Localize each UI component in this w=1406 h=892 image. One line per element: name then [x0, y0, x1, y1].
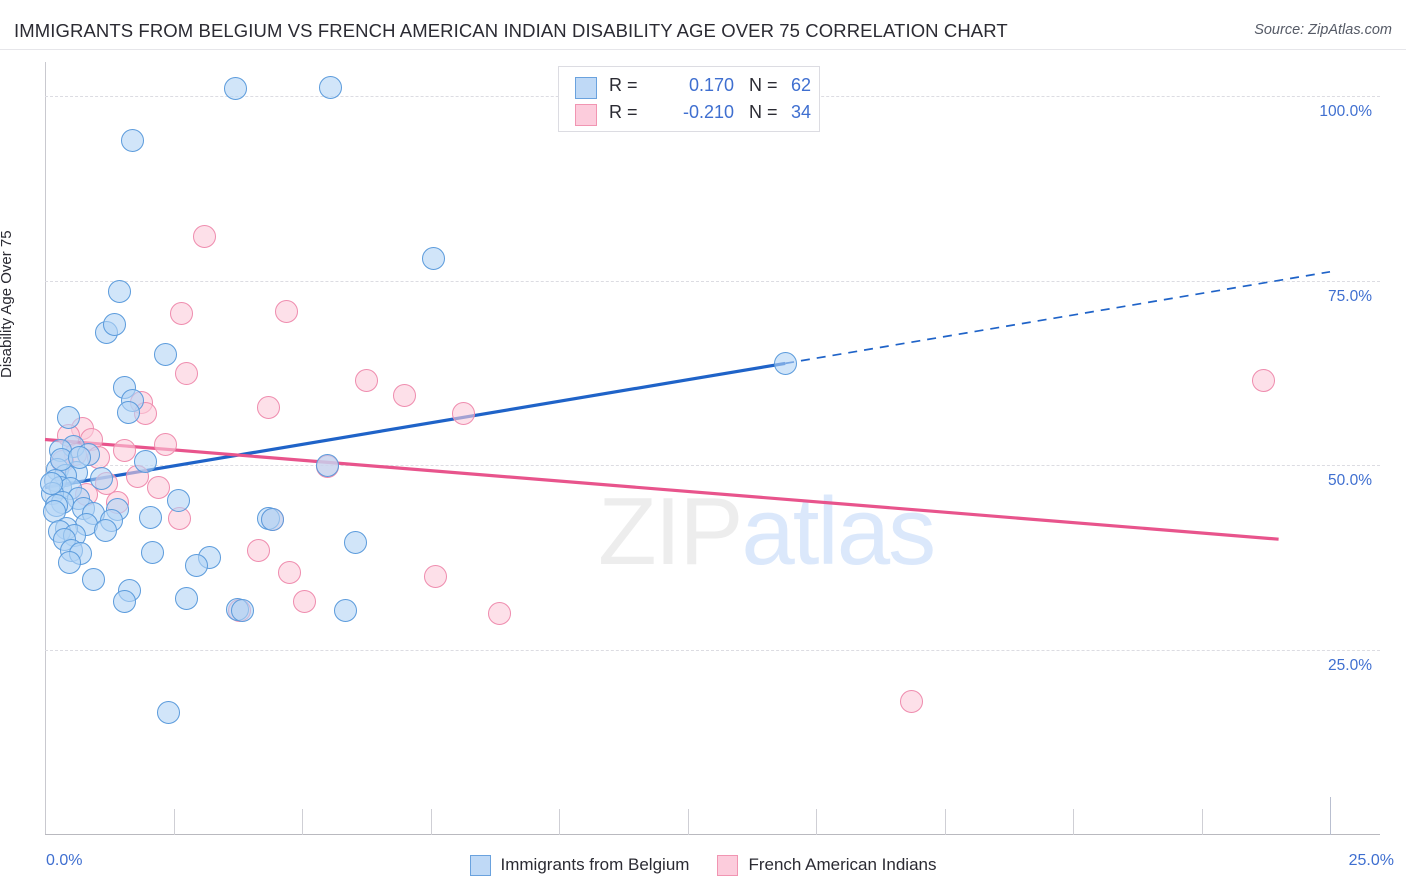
trendline-belgium-solid	[44, 361, 786, 490]
data-point-immigrants-from-belgium	[82, 568, 106, 592]
data-point-immigrants-from-belgium	[108, 280, 132, 304]
gridline-50	[45, 465, 1380, 467]
legend-swatch-pink	[575, 104, 597, 126]
x-tick-2	[302, 809, 303, 835]
x-axis-line	[45, 834, 1380, 835]
data-point-immigrants-from-belgium	[185, 553, 209, 577]
data-point-french-american-indians	[246, 538, 270, 562]
y-tick-label-100: 100.0%	[1319, 103, 1372, 120]
data-point-french-american-indians	[154, 433, 178, 457]
x-tick-7	[944, 809, 946, 835]
data-point-french-american-indians	[257, 396, 281, 420]
data-point-immigrants-from-belgium	[90, 467, 114, 491]
data-point-immigrants-from-belgium	[167, 489, 191, 513]
plot-area: ZIPatlas 25.0% 50.0% 75.0% 100.0%	[39, 62, 1380, 835]
x-tick-4	[559, 809, 560, 835]
n-value-blue: 62	[791, 75, 812, 95]
header-divider	[0, 49, 1406, 50]
x-tick-9	[1201, 809, 1203, 835]
y-axis-title: Disability Age Over 75	[0, 230, 20, 378]
data-point-immigrants-from-belgium	[316, 453, 340, 477]
y-tick-label-75: 75.0%	[1328, 287, 1372, 305]
x-tick-5	[687, 809, 689, 835]
series-legend: Immigrants from Belgium French American …	[0, 848, 1406, 882]
legend-item-french-american-indians[interactable]: French American Indians	[717, 854, 937, 876]
data-point-immigrants-from-belgium	[344, 531, 368, 555]
data-point-french-american-indians	[899, 690, 923, 714]
r-label-pink: R =	[609, 102, 638, 122]
data-point-french-american-indians	[293, 590, 317, 614]
y-axis-line	[45, 62, 46, 835]
x-tick-1	[173, 809, 175, 835]
data-point-immigrants-from-belgium	[58, 551, 82, 575]
legend-item-immigrants-from-belgium[interactable]: Immigrants from Belgium	[469, 854, 690, 876]
data-point-immigrants-from-belgium	[138, 505, 162, 529]
data-point-immigrants-from-belgium	[334, 598, 358, 622]
y-tick-label-50: 50.0%	[1328, 472, 1372, 490]
data-point-immigrants-from-belgium	[773, 351, 797, 375]
data-point-french-american-indians	[174, 361, 198, 385]
data-point-immigrants-from-belgium	[154, 343, 178, 367]
data-point-immigrants-from-belgium	[174, 586, 198, 610]
correlation-legend-row-pink: R = -0.210 N = 34	[559, 101, 819, 128]
data-point-immigrants-from-belgium	[94, 518, 118, 542]
data-point-immigrants-from-belgium	[116, 400, 140, 424]
x-axis-min-label: 0.0%	[46, 852, 83, 869]
data-point-immigrants-from-belgium	[68, 446, 92, 470]
x-tick-3	[430, 809, 432, 835]
y-tick-label-25: 25.0%	[1328, 657, 1372, 674]
data-point-immigrants-from-belgium	[318, 75, 342, 99]
data-point-immigrants-from-belgium	[421, 247, 445, 270]
n-label-blue: N =	[749, 75, 778, 95]
trendlines	[44, 270, 1331, 541]
r-value-blue: 0.170	[688, 75, 734, 95]
x-tick-10	[1330, 797, 1331, 835]
data-point-french-american-indians	[1251, 368, 1275, 392]
data-point-french-american-indians	[488, 601, 512, 625]
data-point-immigrants-from-belgium	[141, 540, 165, 564]
legend-swatch-belgium	[469, 854, 491, 876]
correlation-legend-row-blue: R = 0.170 N = 62	[559, 74, 819, 101]
legend-swatch-french-american-indians	[717, 854, 739, 876]
trendline-belgium-dashed	[785, 270, 1331, 365]
x-tick-6	[816, 809, 817, 835]
trendline-french-american-indians	[44, 437, 1279, 541]
data-point-immigrants-from-belgium	[223, 77, 247, 101]
data-point-french-american-indians	[277, 560, 301, 584]
data-point-immigrants-from-belgium	[120, 128, 144, 152]
x-axis-max-label: 25.0%	[1348, 852, 1394, 869]
data-point-french-american-indians	[192, 224, 216, 248]
data-point-french-american-indians	[452, 402, 476, 426]
legend-swatch-blue	[575, 77, 597, 99]
data-point-immigrants-from-belgium	[39, 472, 63, 496]
data-point-french-american-indians	[354, 368, 378, 392]
r-value-pink: -0.210	[682, 102, 734, 122]
r-label-blue: R =	[609, 75, 638, 95]
page-title: IMMIGRANTS FROM BELGIUM VS FRENCH AMERIC…	[14, 20, 1008, 41]
source-attribution: Source: ZipAtlas.com	[1254, 22, 1392, 38]
gridline-75	[45, 280, 1380, 282]
data-point-immigrants-from-belgium	[56, 405, 80, 429]
data-point-immigrants-from-belgium	[260, 508, 284, 532]
n-label-pink: N =	[749, 102, 778, 122]
y-axis-title-text: Disability Age Over 75	[0, 230, 15, 378]
gridline-25	[45, 650, 1380, 651]
data-point-immigrants-from-belgium	[156, 701, 180, 725]
legend-label-french-american-indians: French American Indians	[748, 855, 937, 874]
n-value-pink: 34	[791, 102, 812, 122]
data-point-french-american-indians	[113, 439, 137, 463]
data-point-french-american-indians	[146, 475, 170, 499]
data-point-french-american-indians	[275, 300, 299, 324]
x-tick-8	[1073, 809, 1074, 835]
data-point-french-american-indians	[169, 302, 193, 326]
data-point-immigrants-from-belgium	[113, 590, 137, 614]
data-point-french-american-indians	[393, 383, 417, 407]
data-point-immigrants-from-belgium	[102, 313, 126, 337]
data-point-immigrants-from-belgium	[133, 450, 157, 474]
correlation-legend: R = 0.170 N = 62 R = -0.210 N = 34	[558, 66, 820, 132]
data-point-french-american-indians	[424, 564, 448, 588]
legend-label-belgium: Immigrants from Belgium	[500, 855, 690, 874]
data-point-immigrants-from-belgium	[231, 599, 255, 623]
